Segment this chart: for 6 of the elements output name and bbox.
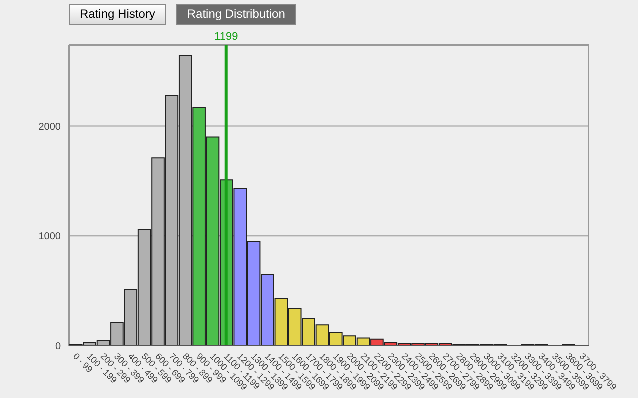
ref-line-label: 1199 xyxy=(214,31,238,43)
text: Rating History xyxy=(69,4,166,25)
y-tick-label: 0 xyxy=(55,342,62,353)
y-tick-label: 2000 xyxy=(38,122,62,133)
text: Rating Distribution xyxy=(176,4,296,25)
y-tick-label: 1000 xyxy=(38,232,62,243)
